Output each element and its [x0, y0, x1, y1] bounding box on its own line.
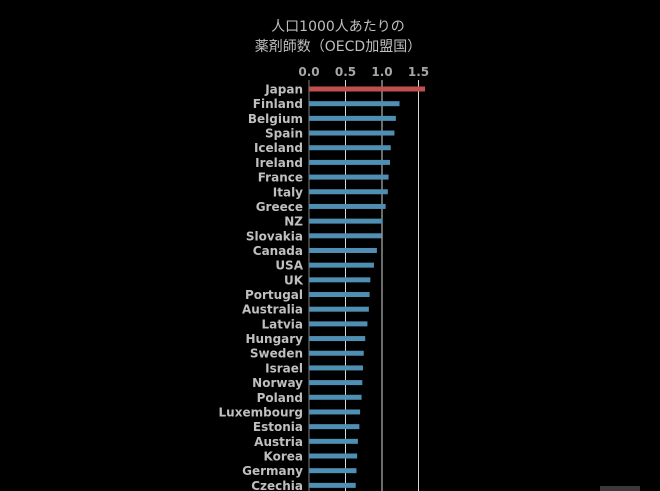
chart-title: 人口1000人あたりの 薬剤師数（OECD加盟国）	[255, 19, 421, 55]
bar-korea	[309, 453, 358, 459]
bar-latvia	[309, 321, 368, 327]
bar-luxembourg	[309, 409, 361, 415]
category-label: Ireland	[255, 156, 303, 170]
category-label: Canada	[253, 244, 303, 258]
category-label: Israel	[265, 361, 303, 375]
category-label: NZ	[284, 215, 303, 229]
bar-czechia	[309, 482, 356, 488]
chart-title-line-2: 薬剤師数（OECD加盟国）	[255, 39, 421, 55]
category-label: Slovakia	[246, 229, 303, 243]
x-axis-tick-labels: 0.0 0.5 1.0 1.5	[298, 65, 429, 79]
x-tick-label: 1.0	[371, 65, 392, 79]
category-label: Greece	[256, 200, 303, 214]
category-labels: JapanFinlandBelgiumSpainIcelandIrelandFr…	[219, 83, 304, 491]
bar-austria	[309, 438, 358, 444]
bar-slovakia	[309, 233, 382, 239]
x-tick-label: 1.5	[408, 65, 429, 79]
x-tick-label: 0.0	[298, 65, 319, 79]
corner-decoration	[600, 486, 640, 491]
bar-italy	[309, 189, 388, 195]
category-label: Austria	[254, 435, 303, 449]
bar-belgium	[309, 115, 396, 121]
category-label: Sweden	[250, 347, 303, 361]
category-label: Czechia	[251, 479, 303, 491]
gridlines	[308, 80, 419, 491]
chart-title-line-1: 人口1000人あたりの	[271, 19, 405, 35]
category-label: Estonia	[253, 420, 303, 434]
category-label: UK	[284, 273, 304, 287]
bar-finland	[309, 101, 400, 107]
bar-japan	[309, 86, 426, 92]
category-label: Japan	[264, 83, 303, 97]
category-label: Spain	[265, 127, 303, 141]
category-label: Portugal	[245, 288, 303, 302]
bar-spain	[309, 130, 395, 136]
category-label: Poland	[257, 391, 303, 405]
bar-poland	[309, 394, 362, 400]
category-label: Korea	[264, 450, 304, 464]
category-label: Norway	[252, 376, 303, 390]
category-label: Hungary	[245, 332, 303, 346]
bar-germany	[309, 468, 357, 474]
category-label: Belgium	[248, 112, 303, 126]
category-label: Australia	[242, 303, 303, 317]
bar-uk	[309, 277, 371, 283]
category-label: Luxembourg	[219, 405, 303, 419]
bar-australia	[309, 306, 369, 312]
x-tick-label: 0.5	[335, 65, 356, 79]
bar-hungary	[309, 336, 366, 342]
bar-portugal	[309, 292, 370, 298]
bar-iceland	[309, 145, 391, 151]
bar-ireland	[309, 159, 391, 165]
category-label: USA	[275, 259, 303, 273]
bar-estonia	[309, 424, 360, 430]
bar-sweden	[309, 350, 364, 356]
bar-canada	[309, 247, 377, 253]
category-label: Iceland	[254, 141, 303, 155]
category-label: Italy	[273, 185, 303, 199]
bar-greece	[309, 203, 386, 209]
bar-nz	[309, 218, 383, 224]
bar-israel	[309, 365, 364, 371]
category-label: Germany	[242, 464, 303, 478]
bar-france	[309, 174, 389, 180]
bar-usa	[309, 262, 374, 268]
bars	[309, 86, 426, 488]
category-label: Finland	[253, 97, 303, 111]
category-label: Latvia	[261, 317, 303, 331]
bar-norway	[309, 380, 363, 386]
category-label: France	[258, 171, 303, 185]
